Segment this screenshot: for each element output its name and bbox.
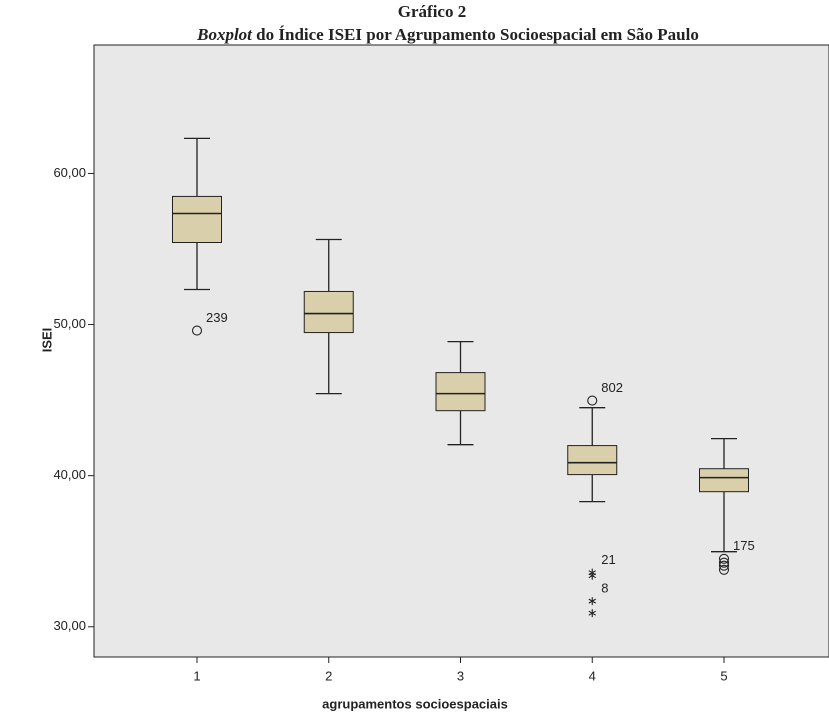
x-tick-label: 3 — [457, 668, 464, 683]
outlier — [718, 564, 730, 575]
y-tick-label: 30,00 — [53, 618, 86, 633]
chart-title: Gráfico 2 — [398, 2, 466, 21]
x-tick-label: 2 — [325, 668, 332, 683]
y-tick-label: 50,00 — [53, 316, 86, 331]
subtitle-italic: Boxplot — [196, 25, 253, 44]
outlier-label: 8 — [601, 581, 608, 596]
x-axis-label: agrupamentos socioespaciais — [322, 696, 508, 711]
box — [303, 290, 354, 334]
outlier — [587, 395, 598, 406]
y-tick-label: 40,00 — [53, 467, 86, 482]
box — [699, 468, 749, 493]
outlier — [718, 560, 730, 571]
extreme-outlier — [588, 571, 596, 580]
box — [567, 445, 618, 476]
extreme-outlier — [588, 597, 596, 606]
subtitle-rest: do Índice ISEI por Agrupamento Socioespa… — [256, 25, 699, 44]
y-tick-label: 60,00 — [53, 165, 86, 180]
x-tick-label: 5 — [720, 668, 727, 683]
y-axis-label: ISEI — [39, 328, 54, 353]
extreme-outlier — [588, 609, 596, 618]
chart-subtitle: Boxplot do Índice ISEI por Agrupamento S… — [196, 25, 699, 44]
outlier — [718, 553, 730, 564]
outlier — [191, 325, 203, 336]
outlier-label: 239 — [206, 310, 228, 325]
x-tick-label: 1 — [193, 668, 200, 683]
box — [172, 195, 222, 244]
outlier — [718, 557, 730, 568]
box — [435, 372, 486, 412]
outlier-label: 802 — [601, 380, 623, 395]
outlier-label: 21 — [601, 552, 615, 567]
outlier-label: 175 — [733, 538, 755, 553]
plot-area — [93, 44, 829, 658]
x-tick-label: 4 — [589, 668, 596, 683]
